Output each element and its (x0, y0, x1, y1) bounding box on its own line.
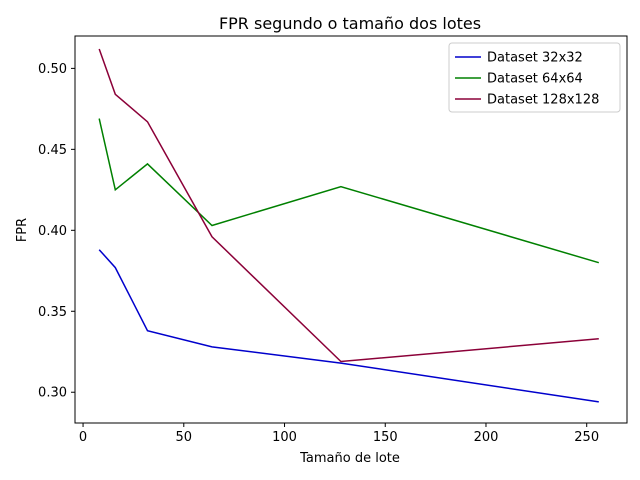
x-tick-label: 100 (272, 430, 297, 445)
x-tick-label: 150 (373, 430, 398, 445)
plot-content (98, 48, 600, 403)
legend-box (448, 42, 621, 113)
y-axis-label: FPR (15, 218, 30, 242)
x-axis: 0 50 100 150 200 250 (79, 423, 599, 445)
series-line-2 (98, 118, 600, 264)
legend-label: Dataset 32x32 (487, 51, 583, 66)
chart-title: FPR segundo o tamaño dos lotes (219, 14, 481, 33)
y-tick-label: 0.30 (38, 386, 67, 401)
x-tick-label: 200 (474, 430, 499, 445)
legend: Dataset 32x32 Dataset 64x64 Dataset 128x12… (448, 42, 621, 113)
x-tick-label: 0 (79, 430, 87, 445)
x-tick-label: 250 (574, 430, 599, 445)
y-tick-label: 0.35 (38, 305, 67, 320)
y-tick-label: 0.40 (38, 224, 67, 239)
x-axis-label: Tamaño de lote (299, 451, 400, 466)
legend-label: Dataset 64x64 (487, 72, 583, 87)
y-tick-label: 0.45 (38, 143, 67, 158)
x-tick-label: 50 (176, 430, 193, 445)
y-axis: 0.30 0.35 0.40 0.45 0.50 (38, 62, 75, 401)
y-tick-label: 0.50 (38, 62, 67, 77)
plot-frame (74, 35, 628, 424)
legend-label: Dataset 128x128 (487, 93, 599, 108)
series-line-3 (98, 48, 599, 363)
series-line-1 (98, 249, 599, 403)
